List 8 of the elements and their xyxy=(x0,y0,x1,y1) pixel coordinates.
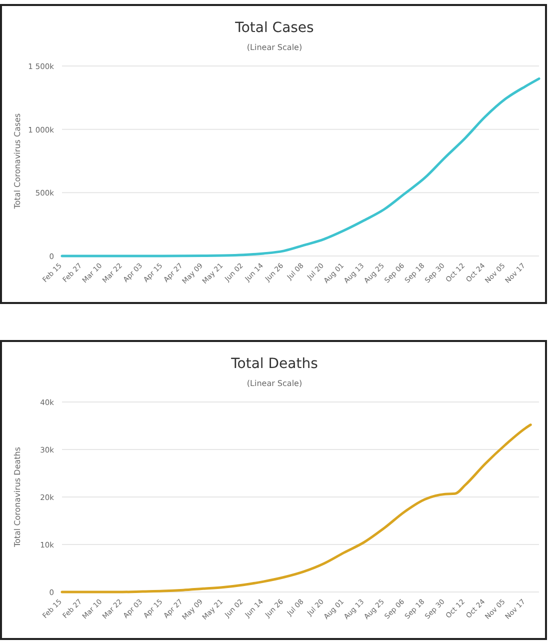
chart-title: Total Cases xyxy=(234,20,314,36)
y-axis-title: Total Coronavirus Cases xyxy=(13,113,22,210)
chart-subtitle: (Linear Scale) xyxy=(246,43,302,52)
y-axis-title: Total Coronavirus Deaths xyxy=(13,446,22,548)
chart-title: Total Deaths xyxy=(230,356,318,372)
chart-subtitle: (Linear Scale) xyxy=(246,379,302,388)
line-series xyxy=(60,77,540,258)
line-series xyxy=(60,424,532,594)
